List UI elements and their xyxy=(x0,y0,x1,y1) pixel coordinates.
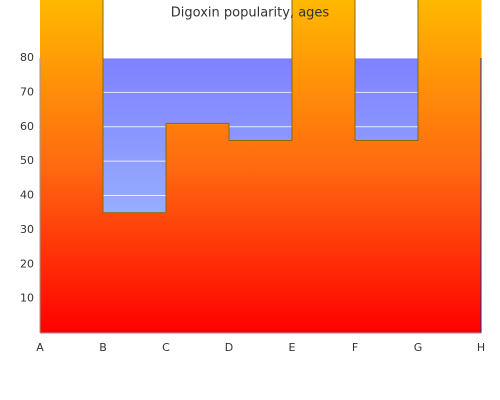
x-tick-label: F xyxy=(352,341,358,354)
y-tick-label: 40 xyxy=(20,189,34,202)
y-tick-label: 30 xyxy=(20,223,34,236)
step-area xyxy=(418,0,482,333)
y-tick-label: 70 xyxy=(20,85,34,98)
step-area xyxy=(40,0,104,333)
chart-title: Digoxin popularity, ages xyxy=(171,6,330,21)
y-tick-label: 10 xyxy=(20,292,34,305)
x-tick-label: E xyxy=(289,341,296,354)
x-tick-label: H xyxy=(477,341,485,354)
y-tick-label: 60 xyxy=(20,120,34,133)
step-area xyxy=(166,123,230,333)
step-area xyxy=(292,0,356,333)
step-area xyxy=(229,140,293,333)
x-tick-label: B xyxy=(99,341,107,354)
x-tick-label: A xyxy=(36,341,44,354)
x-tick-label: G xyxy=(414,341,423,354)
y-tick-label: 80 xyxy=(20,51,34,64)
y-tick-label: 50 xyxy=(20,154,34,167)
step-area xyxy=(103,212,167,333)
y-tick-label: 20 xyxy=(20,257,34,270)
step-outline xyxy=(102,0,419,214)
x-tick-label: D xyxy=(225,341,233,354)
x-tick-label: C xyxy=(162,341,170,354)
step-area xyxy=(355,140,419,333)
